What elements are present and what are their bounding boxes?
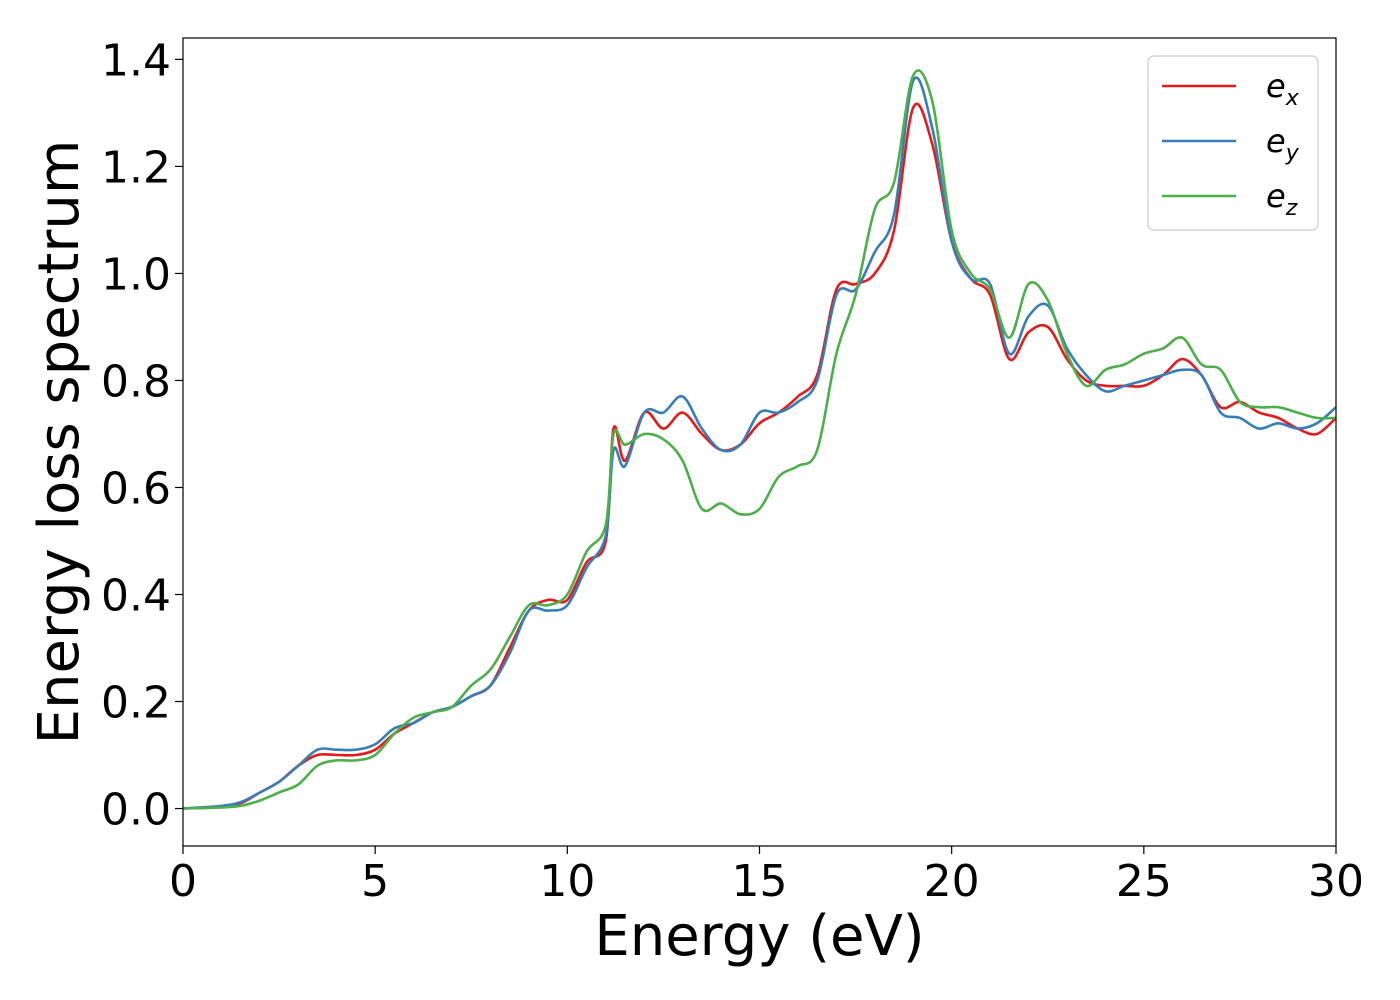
y-tick-label: 0.0 bbox=[101, 785, 171, 836]
y-axis-ticks: 0.0 0.2 0.4 0.6 0.8 1.0 1.2 1.4 bbox=[101, 35, 183, 836]
x-tick-label: 20 bbox=[924, 856, 980, 907]
y-tick-label: 1.2 bbox=[101, 142, 171, 193]
y-tick-label: 1.0 bbox=[101, 249, 171, 300]
x-tick-label: 30 bbox=[1308, 856, 1364, 907]
y-tick-label: 0.8 bbox=[101, 356, 171, 407]
legend-label-e-z: ez bbox=[1266, 177, 1298, 221]
y-tick-label: 0.2 bbox=[101, 678, 171, 729]
legend-label-e-y: ey bbox=[1266, 122, 1300, 166]
x-tick-label: 0 bbox=[169, 856, 197, 907]
x-axis-label: Energy (eV) bbox=[594, 904, 924, 969]
x-tick-label: 5 bbox=[361, 856, 389, 907]
series-line-e-y bbox=[183, 76, 1336, 810]
x-tick-label: 10 bbox=[539, 856, 595, 907]
x-tick-label: 25 bbox=[1116, 856, 1172, 907]
y-tick-label: 1.4 bbox=[101, 35, 171, 86]
x-axis-ticks: 0 5 10 15 20 25 30 bbox=[169, 846, 1364, 907]
x-tick-label: 15 bbox=[732, 856, 788, 907]
y-axis-label: Energy loss spectrum bbox=[27, 140, 92, 745]
legend-label-e-x: ex bbox=[1266, 67, 1300, 111]
legend: ex ey ez bbox=[1147, 55, 1319, 231]
series-line-e-z bbox=[183, 69, 1336, 810]
y-tick-label: 0.6 bbox=[101, 463, 171, 514]
legend-box bbox=[1147, 55, 1319, 231]
series-layer bbox=[183, 69, 1336, 810]
y-tick-label: 0.4 bbox=[101, 571, 171, 622]
